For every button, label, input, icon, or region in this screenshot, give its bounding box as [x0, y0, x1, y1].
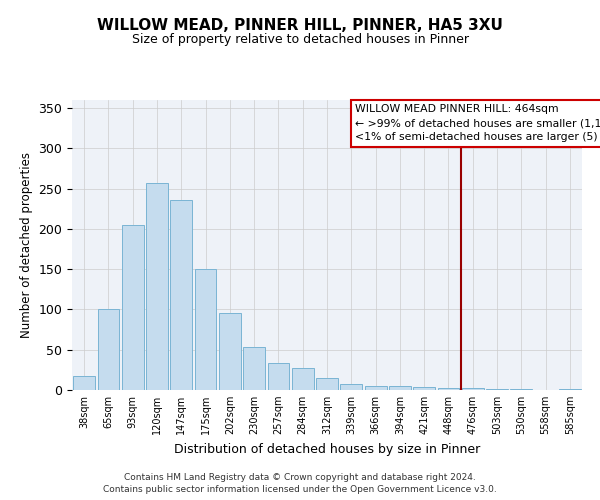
Bar [462, 388, 484, 390]
Bar [559, 389, 581, 390]
X-axis label: Distribution of detached houses by size in Pinner: Distribution of detached houses by size … [174, 442, 480, 456]
Bar [146, 183, 168, 390]
Bar [292, 368, 314, 390]
Bar [365, 386, 386, 390]
Bar [194, 269, 217, 390]
Bar [437, 388, 460, 390]
Text: WILLOW MEAD, PINNER HILL, PINNER, HA5 3XU: WILLOW MEAD, PINNER HILL, PINNER, HA5 3X… [97, 18, 503, 32]
Bar [73, 376, 95, 390]
Bar [97, 310, 119, 390]
Bar [511, 389, 532, 390]
Text: Size of property relative to detached houses in Pinner: Size of property relative to detached ho… [131, 32, 469, 46]
Text: Contains HM Land Registry data © Crown copyright and database right 2024.: Contains HM Land Registry data © Crown c… [124, 473, 476, 482]
Bar [268, 364, 289, 390]
Bar [219, 314, 241, 390]
Bar [340, 384, 362, 390]
Bar [389, 386, 411, 390]
Y-axis label: Number of detached properties: Number of detached properties [20, 152, 33, 338]
Text: Contains public sector information licensed under the Open Government Licence v3: Contains public sector information licen… [103, 484, 497, 494]
Bar [486, 389, 508, 390]
Text: WILLOW MEAD PINNER HILL: 464sqm
← >99% of detached houses are smaller (1,195)
<1: WILLOW MEAD PINNER HILL: 464sqm ← >99% o… [355, 104, 600, 142]
Bar [243, 348, 265, 390]
Bar [413, 387, 435, 390]
Bar [122, 225, 143, 390]
Bar [170, 200, 192, 390]
Bar [316, 378, 338, 390]
